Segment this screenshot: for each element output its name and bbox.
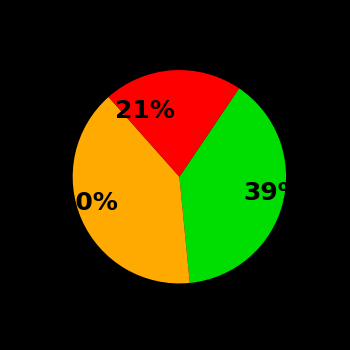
Wedge shape xyxy=(179,88,286,283)
Text: 40%: 40% xyxy=(59,191,119,215)
Wedge shape xyxy=(108,70,239,177)
Text: 39%: 39% xyxy=(244,181,303,205)
Wedge shape xyxy=(73,97,190,284)
Text: 21%: 21% xyxy=(115,99,175,123)
